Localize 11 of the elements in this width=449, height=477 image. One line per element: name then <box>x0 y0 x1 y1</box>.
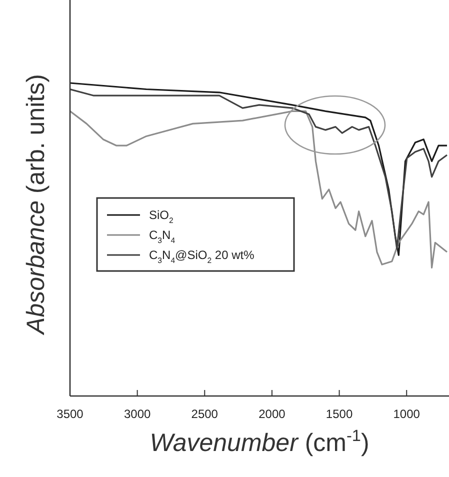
x-axis-title: Wavenumber (cm$^{-1}$) <box>150 427 370 457</box>
x-tick-label: 1500 <box>326 407 353 421</box>
x-tick-label: 2000 <box>258 407 286 421</box>
legend-label: SiO$_{2}$ <box>149 208 174 225</box>
legend-label: C$_{3}$N$_{4}$@SiO$_{2}$ 20 wt% <box>149 248 255 265</box>
legend-label: C$_{3}$N$_{4}$ <box>149 228 176 245</box>
x-tick-label: 3000 <box>124 407 151 421</box>
y-axis-title: Absorbance (arb. units) <box>22 74 50 336</box>
x-tick-label: 2500 <box>191 407 218 421</box>
x-tick-label: 3500 <box>56 407 84 421</box>
x-tick-label: 1000 <box>393 407 420 421</box>
